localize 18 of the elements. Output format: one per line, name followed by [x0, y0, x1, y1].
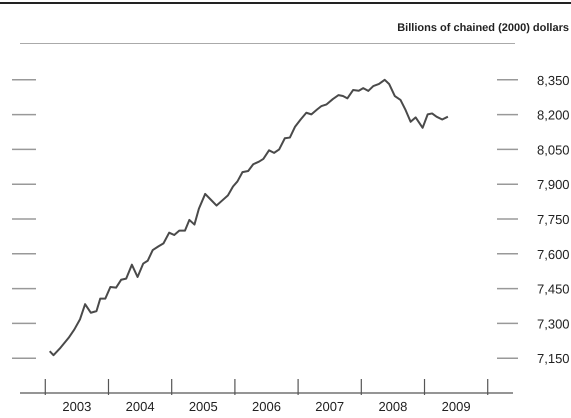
x-tick-label: 2005 — [188, 399, 218, 414]
y-tick-label: 8,350 — [537, 72, 570, 88]
y-tick-label: 8,050 — [537, 142, 570, 158]
x-tick-label: 2008 — [378, 399, 408, 414]
y-tick-label: 7,450 — [537, 282, 570, 297]
y-tick-label: 7,750 — [537, 212, 570, 227]
y-tick-label: 7,900 — [537, 177, 570, 192]
x-tick-label: 2006 — [252, 399, 281, 414]
y-axis-title: Billions of chained (2000) dollars — [397, 22, 569, 34]
y-tick-label: 7,600 — [537, 246, 570, 262]
line-series — [48, 78, 449, 356]
x-tick-label: 2004 — [126, 399, 155, 414]
y-tick-label: 7,150 — [537, 351, 570, 366]
y-tick-label: 8,200 — [537, 108, 570, 123]
x-tick-label: 2009 — [442, 399, 471, 414]
y-tick-label: 7,300 — [537, 316, 570, 332]
x-tick-label: 2007 — [315, 399, 344, 414]
x-tick-label: 2003 — [62, 399, 92, 414]
